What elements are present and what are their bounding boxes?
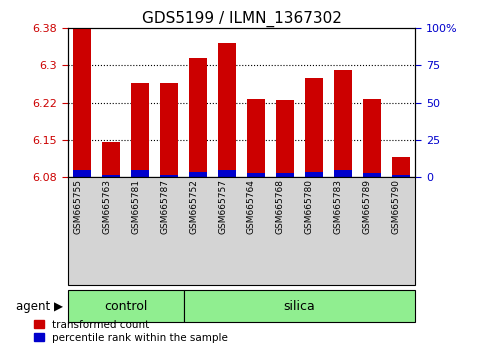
Bar [131,83,149,177]
Bar [276,100,294,177]
Legend: transformed count, percentile rank within the sample: transformed count, percentile rank withi… [29,315,232,347]
Bar [102,142,120,177]
Bar [247,173,265,177]
Text: GSM665757: GSM665757 [218,179,227,234]
Text: GSM665768: GSM665768 [276,179,285,234]
Bar [392,175,410,177]
Bar [247,99,265,177]
Text: agent ▶: agent ▶ [16,300,63,313]
Bar [305,78,323,177]
Bar [276,173,294,177]
Bar [73,28,91,177]
Bar [363,99,381,177]
Bar [189,58,207,177]
Text: GSM665752: GSM665752 [189,179,198,234]
Bar [305,172,323,177]
Text: GSM665789: GSM665789 [363,179,372,234]
Bar [73,170,91,177]
Text: GSM665764: GSM665764 [247,179,256,234]
Bar [102,175,120,177]
Bar [160,175,178,177]
Bar [334,170,352,177]
Text: GSM665780: GSM665780 [305,179,314,234]
Bar [189,172,207,177]
Bar [218,170,236,177]
Text: GSM665790: GSM665790 [392,179,401,234]
Bar [392,157,410,177]
Bar [131,170,149,177]
Text: control: control [104,300,147,313]
Text: silica: silica [284,300,315,313]
Text: GSM665781: GSM665781 [131,179,140,234]
Bar [363,173,381,177]
Text: GSM665763: GSM665763 [102,179,111,234]
Text: GSM665787: GSM665787 [160,179,169,234]
Bar [334,70,352,177]
Title: GDS5199 / ILMN_1367302: GDS5199 / ILMN_1367302 [142,11,341,27]
Bar [160,83,178,177]
Text: GSM665755: GSM665755 [73,179,82,234]
Bar [218,43,236,177]
Text: GSM665783: GSM665783 [334,179,343,234]
